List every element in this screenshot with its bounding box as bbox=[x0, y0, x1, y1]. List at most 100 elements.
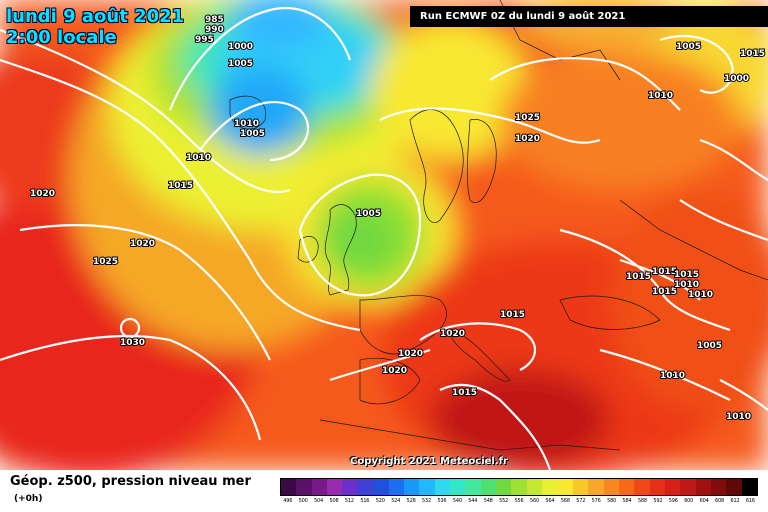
geopotential-field bbox=[0, 0, 768, 470]
color-scale-tick-label: 548 bbox=[483, 498, 493, 504]
color-scale-swatch bbox=[496, 479, 512, 495]
isobar-label: 1015 bbox=[452, 388, 477, 398]
isobar-label: 995 bbox=[195, 35, 214, 45]
color-scale-tick-label: 572 bbox=[576, 498, 586, 504]
color-scale-tick-label: 584 bbox=[622, 498, 632, 504]
model-run-banner: Run ECMWF 0Z du lundi 9 août 2021 bbox=[410, 6, 768, 27]
color-scale-swatch bbox=[434, 479, 450, 495]
isobar-label: 1015 bbox=[168, 181, 193, 191]
color-scale-tick-label: 536 bbox=[437, 498, 447, 504]
isobar-label: 1020 bbox=[382, 366, 407, 376]
color-scale-swatch bbox=[542, 479, 558, 495]
color-scale-swatch bbox=[618, 479, 635, 495]
isobar-label: 1015 bbox=[740, 49, 765, 59]
color-scale-tick-label: 496 bbox=[283, 498, 293, 504]
color-scale-swatch bbox=[342, 479, 358, 495]
color-scale-swatch bbox=[281, 479, 297, 495]
color-scale-swatch bbox=[680, 479, 696, 495]
color-scale-swatch bbox=[511, 479, 527, 495]
date-line: lundi 9 août 2021 bbox=[6, 6, 185, 27]
isobar-label: 1010 bbox=[688, 290, 713, 300]
color-scale-tick-label: 528 bbox=[406, 498, 416, 504]
color-scale-tick-label: 556 bbox=[514, 498, 524, 504]
isobar-label: 1015 bbox=[652, 287, 677, 297]
color-scale-swatch bbox=[388, 479, 404, 495]
color-scale-swatch bbox=[572, 479, 589, 495]
isobar-label: 1010 bbox=[674, 280, 699, 290]
color-scale-swatch bbox=[403, 479, 420, 495]
time-line: 2:00 locale bbox=[6, 27, 117, 48]
color-scale-tick-label: 504 bbox=[314, 498, 324, 504]
color-scale-swatch bbox=[480, 479, 497, 495]
isobar-label: 1010 bbox=[234, 119, 259, 129]
color-scale-swatch bbox=[449, 479, 466, 495]
isobar-label-group: 985 990 995 1000 1005 1010 1005 1010 101… bbox=[29, 14, 766, 423]
color-scale-swatch bbox=[465, 479, 481, 495]
color-scale-tick-label: 568 bbox=[560, 498, 570, 504]
color-scale-tick-label: 544 bbox=[468, 498, 478, 504]
color-scale-tick-label: 524 bbox=[391, 498, 401, 504]
isobar-label: 1015 bbox=[500, 310, 525, 320]
isobar-label: 1000 bbox=[724, 74, 749, 84]
color-scale-tick-label: 612 bbox=[730, 498, 740, 504]
color-scale-tick-label: 592 bbox=[653, 498, 663, 504]
isobar-label: 1010 bbox=[186, 153, 211, 163]
isobar-label: 1005 bbox=[356, 209, 381, 219]
color-scale-tick-label: 516 bbox=[360, 498, 370, 504]
isobar-label: 1000 bbox=[228, 42, 253, 52]
isobar-label: 1020 bbox=[515, 134, 540, 144]
color-scale-swatch bbox=[695, 479, 712, 495]
isobar-label: 985 bbox=[205, 15, 224, 25]
isobar-label: 1005 bbox=[228, 59, 253, 69]
color-scale-swatch bbox=[588, 479, 604, 495]
color-scale-tick-label: 508 bbox=[329, 498, 339, 504]
isobar-label: 1030 bbox=[120, 338, 145, 348]
copyright-text: Copyright 2021 Meteociel.fr bbox=[350, 456, 508, 467]
color-scale-tick-label: 608 bbox=[715, 498, 724, 504]
isobar-label: 1020 bbox=[440, 329, 465, 339]
isobar-label: 1015 bbox=[626, 272, 651, 282]
color-scale: 496 500 504 508 512 516 520 524 528 532 536 540 544 5… bbox=[280, 478, 758, 504]
isobar-label: 1010 bbox=[726, 412, 751, 422]
isobar-label: 1005 bbox=[697, 341, 722, 351]
color-scale-swatch bbox=[419, 479, 435, 495]
weather-map: 985 990 995 1000 1005 1010 1005 1010 101… bbox=[0, 0, 768, 470]
color-scale-tick-label: 500 bbox=[298, 498, 308, 504]
color-scale-swatch bbox=[296, 479, 312, 495]
color-scale-ticks: 496 500 504 508 512 516 520 524 528 532 536 540 544 5… bbox=[280, 498, 758, 504]
color-scale-swatch bbox=[741, 479, 758, 495]
color-scale-swatch bbox=[711, 479, 727, 495]
color-scale-swatch bbox=[726, 479, 742, 495]
color-scale-swatch bbox=[649, 479, 665, 495]
color-scale-swatch bbox=[373, 479, 389, 495]
isobar-label: 1020 bbox=[30, 189, 55, 199]
color-scale-tick-label: 520 bbox=[375, 498, 385, 504]
isobar-label: 1005 bbox=[676, 42, 701, 52]
legend-subtitle: (+0h) bbox=[14, 494, 43, 504]
legend-bar: Géop. z500, pression niveau mer (+0h) 49… bbox=[0, 470, 768, 512]
color-scale-swatch bbox=[634, 479, 650, 495]
color-scale-tick-label: 600 bbox=[684, 498, 694, 504]
isobar-label: 1010 bbox=[660, 371, 685, 381]
forecast-date-title: lundi 9 août 2021 2:00 locale bbox=[6, 6, 184, 48]
color-scale-tick-label: 576 bbox=[591, 498, 601, 504]
color-scale-tick-label: 604 bbox=[699, 498, 709, 504]
color-scale-tick-label: 588 bbox=[637, 498, 647, 504]
color-scale-swatch bbox=[357, 479, 374, 495]
color-scale-tick-label: 564 bbox=[545, 498, 555, 504]
isobar-label: 1020 bbox=[398, 349, 423, 359]
isobar-label: 1015 bbox=[674, 270, 699, 280]
isobar-label: 1025 bbox=[515, 113, 540, 123]
isobar-label: 1010 bbox=[648, 91, 673, 101]
isobar-label: 1020 bbox=[130, 239, 155, 249]
isobar-label: 990 bbox=[205, 25, 224, 35]
color-scale-swatch bbox=[664, 479, 681, 495]
color-scale-swatch bbox=[557, 479, 573, 495]
color-scale-swatch bbox=[526, 479, 543, 495]
color-scale-tick-label: 532 bbox=[422, 498, 431, 504]
color-scale-tick-label: 540 bbox=[452, 498, 462, 504]
color-scale-swatches bbox=[280, 478, 758, 496]
color-scale-tick-label: 596 bbox=[668, 498, 678, 504]
color-scale-tick-label: 580 bbox=[607, 498, 617, 504]
